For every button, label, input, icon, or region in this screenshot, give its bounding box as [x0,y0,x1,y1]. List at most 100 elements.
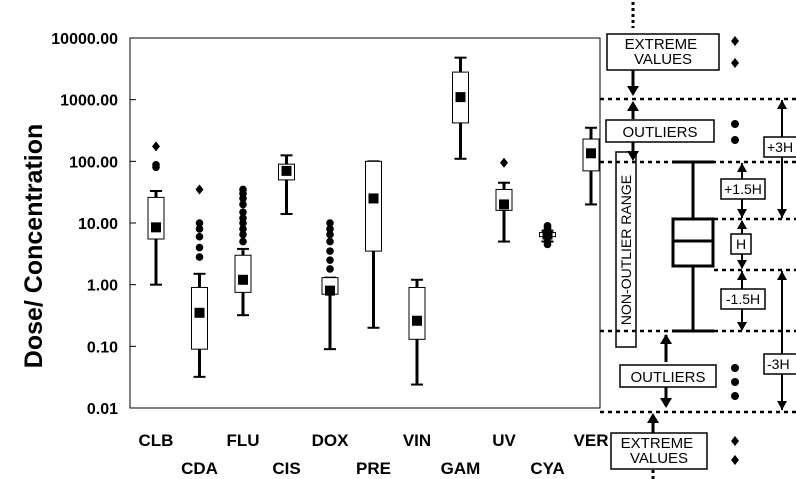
iqr-box [365,160,382,252]
legend-minus3h-label: -3H [767,356,790,372]
median-marker [325,285,335,296]
box-plots [147,56,600,386]
box-cya [539,222,556,249]
category-label-clb: CLB [139,431,174,450]
box-clb [147,141,165,286]
legend-extreme-diamond [731,455,739,465]
y-tick-label: 0.01 [87,401,118,418]
outlier-point [152,160,160,169]
legend-nonoutlier-box [615,151,637,348]
legend-outliers-box-top [605,119,715,143]
category-label-pre: PRE [356,459,391,478]
box-uv [495,157,513,243]
box-vin [408,278,426,386]
legend-extreme-line-2: VALUES [634,51,692,68]
legend-extreme-diamond [731,436,739,446]
extreme-point [195,184,204,195]
outlier-point [239,208,247,216]
legend-outlier-dot [731,392,739,400]
legend-outlier-dot [731,136,739,144]
legend-h-box [730,233,752,255]
median-marker [586,148,596,159]
outlier-point [543,237,552,246]
y-tick-label: 1000.00 [60,93,118,110]
legend-outliers-label-top: OUTLIERS [622,124,697,141]
category-label-gam: GAM [441,459,481,478]
legend-outliers-label-bottom: OUTLIERS [630,369,705,386]
extreme-point [152,141,160,152]
outlier-point [239,230,247,239]
legend-plus3h-box [763,136,796,158]
box-ver [582,126,600,206]
extreme-point [500,157,508,168]
outlier-point [239,214,247,222]
legend-minus3h-box [763,353,796,375]
box-dox [321,219,339,351]
outlier-point [195,219,204,227]
outlier-point [326,225,334,233]
legend-plus15h-label: +1.5H [724,181,762,197]
outlier-point [326,237,334,246]
outlier-point [195,253,204,261]
legend-h-label: H [736,236,746,252]
median-marker [499,199,509,210]
legend-extreme-box-top [606,33,720,71]
median-marker [238,274,248,285]
median-marker [281,165,292,176]
category-label-cya: CYA [530,459,564,478]
outlier-point [239,200,247,209]
legend-outlier-dot [731,364,739,372]
y-tick-label: 100.00 [69,154,118,171]
legend-outlier-dot [731,120,739,128]
y-axis-ticks: 0.01 0.10 1.00 10.00 100.00 1000.00 10000.00 [51,31,136,418]
category-label-cis: CIS [272,459,300,478]
category-label-cda: CDA [181,459,218,478]
iqr-box [191,286,208,350]
box-cis [278,154,295,215]
outlier-point [239,237,247,246]
iqr-box [408,286,426,340]
legend-minus15h-label: -1.5H [726,291,760,307]
median-marker [194,307,205,318]
legend-outlier-dot [731,378,739,386]
category-label-ver: VER [574,431,609,450]
y-tick-label: 10.00 [78,216,118,233]
legend-extreme-diamond [731,58,739,68]
legend-plus15h-box [720,178,766,200]
legend-minus15h-box [720,288,766,310]
legend: EXTREME VALUES OUTLIERS NON-OUTLIER RANG… [600,2,796,479]
y-tick-label: 0.10 [87,339,118,356]
legend-extreme-diamond [731,36,739,46]
y-axis-label: Dose/ Concentration [20,124,48,368]
legend-extreme-line-1: EXTREME [625,36,698,53]
outlier-point [195,225,204,233]
median-marker [542,229,553,240]
category-label-flu: FLU [226,431,259,450]
box-cda [191,184,208,378]
outlier-point [326,265,334,273]
legend-extreme-line-1: EXTREME [621,435,694,452]
median-marker [455,92,466,103]
category-labels: CLB CDA FLU CIS DOX PRE VIN GAM UV CYA VER [139,431,609,478]
outlier-point [543,222,552,230]
category-label-uv: UV [492,431,516,450]
legend-extreme-label-bottom: EXTREME VALUES [621,435,698,467]
outlier-point [326,247,334,255]
outlier-point [239,225,247,233]
y-tick-label: 1.00 [87,278,118,295]
legend-extreme-box-bottom [610,432,708,470]
box-flu [234,185,252,317]
iqr-box [147,196,165,240]
legend-plus3h-label: +3H [767,139,793,155]
outlier-point [195,232,204,241]
category-label-dox: DOX [312,431,350,450]
iqr-box [234,254,252,293]
legend-outliers-box-bottom [619,364,717,388]
outlier-point [326,256,334,264]
median-marker [368,193,379,204]
legend-extreme-label-top: EXTREME VALUES [625,36,702,68]
outlier-point [195,243,204,252]
legend-nonoutlier-label: NON-OUTLIER RANGE [618,175,634,325]
box-pre [365,160,382,329]
outlier-point [326,230,334,239]
